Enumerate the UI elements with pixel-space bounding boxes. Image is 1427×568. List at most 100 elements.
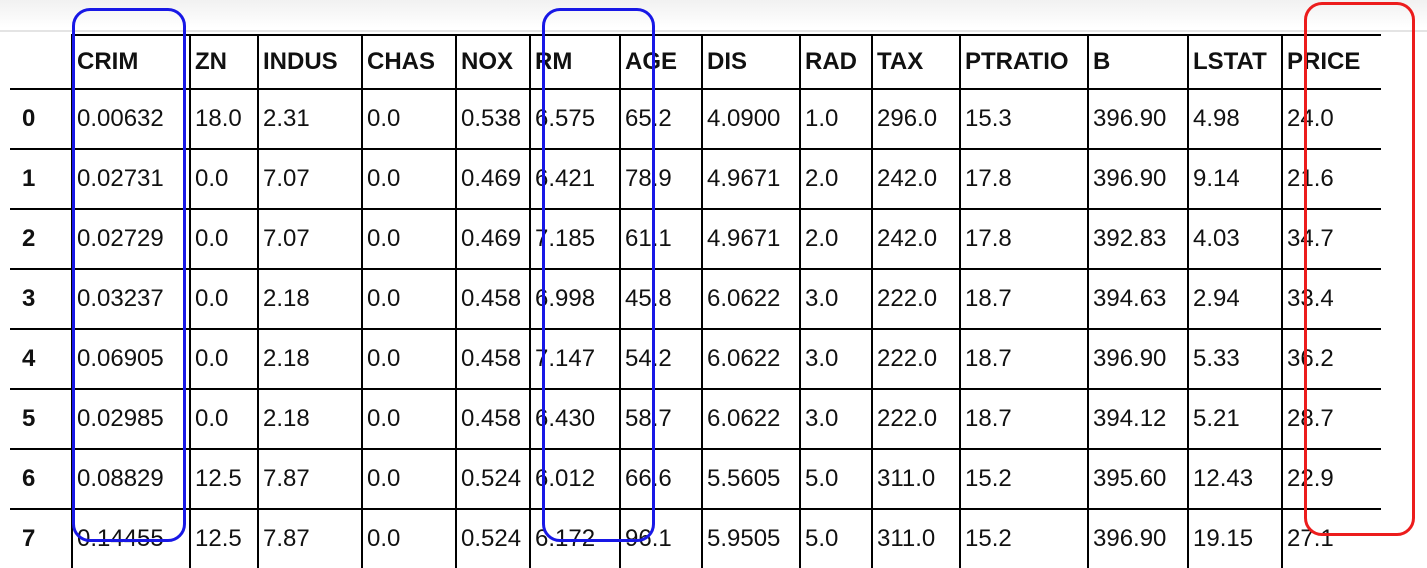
cell-lstat: 5.21 — [1187, 388, 1283, 450]
cell-nox: 0.458 — [455, 268, 531, 330]
cell-crim: 0.02985 — [71, 388, 191, 450]
column-header-age: AGE — [619, 34, 703, 90]
cell-ptratio: 17.8 — [959, 208, 1089, 270]
cell-lstat: 9.14 — [1187, 148, 1283, 210]
cell-lstat: 4.03 — [1187, 208, 1283, 270]
cell-zn: 0.0 — [189, 148, 259, 210]
cell-crim: 0.08829 — [71, 448, 191, 510]
cell-rad: 5.0 — [799, 448, 873, 510]
cell-age: 65.2 — [619, 88, 703, 150]
cell-indus: 7.87 — [257, 448, 363, 510]
cell-dis: 4.9671 — [701, 208, 801, 270]
cell-rad: 1.0 — [799, 88, 873, 150]
cell-indus: 7.07 — [257, 148, 363, 210]
table-header-row: CRIM ZN INDUS CHAS NOX RM AGE DIS RAD TA… — [10, 34, 1381, 90]
cell-price: 24.0 — [1281, 88, 1381, 150]
column-header-rad: RAD — [799, 34, 873, 90]
cell-lstat: 12.43 — [1187, 448, 1283, 510]
table-row: 1 0.02731 0.0 7.07 0.0 0.469 6.421 78.9 4.9671 2.… — [10, 148, 1381, 210]
cell-ptratio: 17.8 — [959, 148, 1089, 210]
cell-age: 58.7 — [619, 388, 703, 450]
cell-indus: 2.18 — [257, 268, 363, 330]
cell-indus: 7.87 — [257, 508, 363, 568]
cell-tax: 311.0 — [871, 448, 961, 510]
cell-nox: 0.524 — [455, 448, 531, 510]
cell-lstat: 4.98 — [1187, 88, 1283, 150]
row-index-cell: 5 — [10, 388, 73, 450]
row-index-cell: 3 — [10, 268, 73, 330]
table-row: 6 0.08829 12.5 7.87 0.0 0.524 6.012 66.6 5.5605 5… — [10, 448, 1381, 510]
row-index-cell: 6 — [10, 448, 73, 510]
table-row: 7 0.14455 12.5 7.87 0.0 0.524 6.172 96.1 5.9505 5… — [10, 508, 1381, 568]
table-row: 2 0.02729 0.0 7.07 0.0 0.469 7.185 61.1 4.9671 2.… — [10, 208, 1381, 270]
table-row: 4 0.06905 0.0 2.18 0.0 0.458 7.147 54.2 6.0622 3.… — [10, 328, 1381, 390]
cell-age: 66.6 — [619, 448, 703, 510]
cell-zn: 0.0 — [189, 328, 259, 390]
column-header-dis: DIS — [701, 34, 801, 90]
cell-rad: 2.0 — [799, 148, 873, 210]
cell-chas: 0.0 — [361, 208, 457, 270]
cell-dis: 4.9671 — [701, 148, 801, 210]
cell-b: 394.12 — [1087, 388, 1189, 450]
dataframe-table: CRIM ZN INDUS CHAS NOX RM AGE DIS RAD TA… — [10, 34, 1381, 568]
cell-zn: 0.0 — [189, 208, 259, 270]
cell-tax: 222.0 — [871, 328, 961, 390]
cell-b: 394.63 — [1087, 268, 1189, 330]
cell-chas: 0.0 — [361, 388, 457, 450]
cell-indus: 2.18 — [257, 328, 363, 390]
cell-b: 392.83 — [1087, 208, 1189, 270]
cell-chas: 0.0 — [361, 88, 457, 150]
cell-price: 34.7 — [1281, 208, 1381, 270]
cell-lstat: 19.15 — [1187, 508, 1283, 568]
cell-indus: 2.31 — [257, 88, 363, 150]
cell-age: 61.1 — [619, 208, 703, 270]
cell-tax: 222.0 — [871, 268, 961, 330]
cell-tax: 222.0 — [871, 388, 961, 450]
row-index-cell: 0 — [10, 88, 73, 150]
column-header-price: PRICE — [1281, 34, 1381, 90]
rm-column-highlight — [542, 8, 655, 542]
cell-b: 396.90 — [1087, 148, 1189, 210]
cell-rad: 3.0 — [799, 328, 873, 390]
row-index-cell: 7 — [10, 508, 73, 568]
row-index-cell: 1 — [10, 148, 73, 210]
cell-nox: 0.469 — [455, 148, 531, 210]
column-header-indus: INDUS — [257, 34, 363, 90]
cell-chas: 0.0 — [361, 448, 457, 510]
column-header-crim: CRIM — [71, 34, 191, 90]
cell-zn: 0.0 — [189, 268, 259, 330]
cell-crim: 0.02731 — [71, 148, 191, 210]
cell-lstat: 5.33 — [1187, 328, 1283, 390]
column-header-lstat: LSTAT — [1187, 34, 1283, 90]
cell-tax: 242.0 — [871, 148, 961, 210]
cell-ptratio: 18.7 — [959, 328, 1089, 390]
row-index-cell: 2 — [10, 208, 73, 270]
cell-indus: 2.18 — [257, 388, 363, 450]
cell-dis: 4.0900 — [701, 88, 801, 150]
column-header-b: B — [1087, 34, 1189, 90]
page-top-rule — [0, 30, 1427, 32]
cell-tax: 311.0 — [871, 508, 961, 568]
cell-crim: 0.03237 — [71, 268, 191, 330]
cell-price: 22.9 — [1281, 448, 1381, 510]
column-header-zn: ZN — [189, 34, 259, 90]
column-header-ptratio: PTRATIO — [959, 34, 1089, 90]
cell-indus: 7.07 — [257, 208, 363, 270]
cell-b: 396.90 — [1087, 88, 1189, 150]
cell-ptratio: 15.2 — [959, 508, 1089, 568]
cell-dis: 6.0622 — [701, 328, 801, 390]
price-column-highlight — [1304, 2, 1415, 536]
row-index-cell: 4 — [10, 328, 73, 390]
cell-zn: 12.5 — [189, 448, 259, 510]
cell-ptratio: 18.7 — [959, 268, 1089, 330]
cell-b: 396.90 — [1087, 508, 1189, 568]
cell-age: 78.9 — [619, 148, 703, 210]
cell-dis: 5.9505 — [701, 508, 801, 568]
cell-lstat: 2.94 — [1187, 268, 1283, 330]
cell-rad: 2.0 — [799, 208, 873, 270]
cell-age: 54.2 — [619, 328, 703, 390]
cell-zn: 12.5 — [189, 508, 259, 568]
crim-column-highlight — [72, 8, 186, 542]
cell-price: 28.7 — [1281, 388, 1381, 450]
cell-crim: 0.02729 — [71, 208, 191, 270]
